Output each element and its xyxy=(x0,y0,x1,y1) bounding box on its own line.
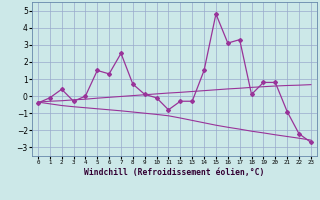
X-axis label: Windchill (Refroidissement éolien,°C): Windchill (Refroidissement éolien,°C) xyxy=(84,168,265,177)
